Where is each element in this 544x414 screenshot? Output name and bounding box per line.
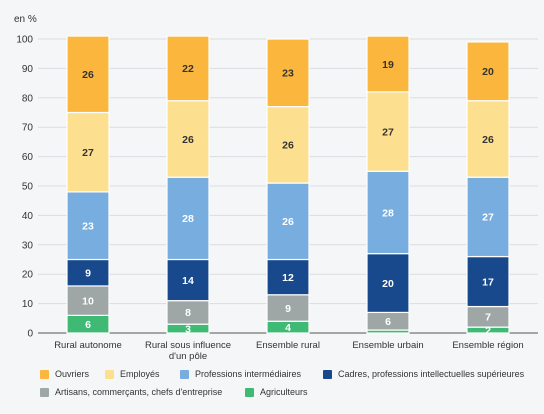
- bar-segment-professions-intermediaires: [166, 176, 210, 261]
- bar-segment-employes: [366, 91, 410, 172]
- bars: 6 10 9 23 27 26 3 8 14 28 26 22 4 9 12 26 26 23 6 20 28 27 19 2…: [66, 35, 510, 337]
- data-label: 22: [182, 63, 194, 75]
- data-label: 28: [182, 213, 194, 225]
- data-label: 9: [285, 303, 291, 315]
- data-label: 26: [482, 134, 494, 146]
- data-label: 17: [482, 276, 494, 288]
- x-tick-label: Rural sous influence d'un pôle: [145, 340, 231, 362]
- data-label: 14: [182, 275, 194, 287]
- bar-segment-ouvriers: [66, 35, 110, 114]
- y-tick-label: 80: [22, 93, 34, 104]
- data-label: 9: [85, 268, 91, 280]
- data-label: 26: [282, 140, 294, 152]
- data-label: 23: [82, 220, 94, 232]
- data-label: 2: [485, 325, 491, 337]
- y-axis: 0 10 20 30 40 50 60 70 80 90 100: [16, 35, 33, 340]
- x-axis: Rural autonome Rural sous influence d'un p…: [54, 340, 523, 362]
- bar-segment-ouvriers: [466, 41, 510, 102]
- x-tick-label-line: Rural autonome: [54, 340, 122, 351]
- bar-segment-artisans-commercants-chefs-d-entreprise: [266, 294, 310, 322]
- bar-segment-cadres-professions-intellectuelles-superieures: [366, 253, 410, 314]
- x-tick-label: Ensemble région: [452, 340, 523, 351]
- bar-segment-ouvriers: [166, 35, 210, 102]
- bar-segment-ouvriers: [266, 38, 310, 108]
- y-tick-label: 100: [16, 35, 33, 46]
- data-label: 26: [182, 134, 194, 146]
- data-label: 23: [282, 68, 294, 80]
- y-unit-label: en %: [14, 14, 37, 25]
- data-label: 20: [382, 278, 394, 290]
- y-tick-label: 20: [22, 270, 34, 281]
- data-label: 6: [385, 316, 391, 328]
- y-tick-label: 50: [22, 182, 34, 193]
- data-label: 26: [282, 216, 294, 228]
- x-tick-label: Rural autonome: [54, 340, 122, 351]
- bar-segment-ouvriers: [366, 35, 410, 93]
- y-tick-label: 40: [22, 211, 34, 222]
- y-tick-label: 10: [22, 299, 34, 310]
- bar-segment-professions-intermediaires: [466, 176, 510, 258]
- data-label: 10: [82, 295, 94, 307]
- bar-segment-employes: [66, 111, 110, 193]
- data-label: 27: [382, 126, 394, 138]
- y-tick-label: 0: [27, 329, 33, 340]
- data-label: 8: [185, 307, 191, 319]
- data-label: 27: [482, 212, 494, 224]
- data-label: 26: [82, 69, 94, 81]
- bar-segment-employes: [266, 106, 310, 184]
- y-tick-label: 60: [22, 152, 34, 163]
- data-label: 4: [285, 322, 291, 334]
- x-tick-label: Ensemble urbain: [352, 340, 423, 351]
- data-label: 7: [485, 312, 491, 324]
- data-label: 6: [85, 319, 91, 331]
- x-tick-label: Ensemble rural: [256, 340, 320, 351]
- y-tick-label: 70: [22, 123, 34, 134]
- data-label: 20: [482, 66, 494, 78]
- x-tick-label-line: Ensemble urbain: [352, 340, 423, 351]
- data-label: 19: [382, 59, 394, 71]
- x-tick-label-line: Rural sous influence: [145, 340, 231, 351]
- y-tick-label: 90: [22, 64, 34, 75]
- data-label: 27: [82, 147, 94, 159]
- bar-segment-professions-intermediaires: [66, 191, 110, 261]
- bar-segment-cadres-professions-intellectuelles-superieures: [466, 255, 510, 308]
- data-label: 28: [382, 207, 394, 219]
- x-tick-label-line: d'un pôle: [169, 351, 207, 362]
- data-label: 3: [185, 323, 191, 335]
- y-tick-label: 30: [22, 240, 34, 251]
- x-tick-label-line: Ensemble région: [452, 340, 523, 351]
- bar-segment-cadres-professions-intellectuelles-superieures: [266, 258, 310, 296]
- data-label: 12: [282, 272, 294, 284]
- x-tick-label-line: Ensemble rural: [256, 340, 320, 351]
